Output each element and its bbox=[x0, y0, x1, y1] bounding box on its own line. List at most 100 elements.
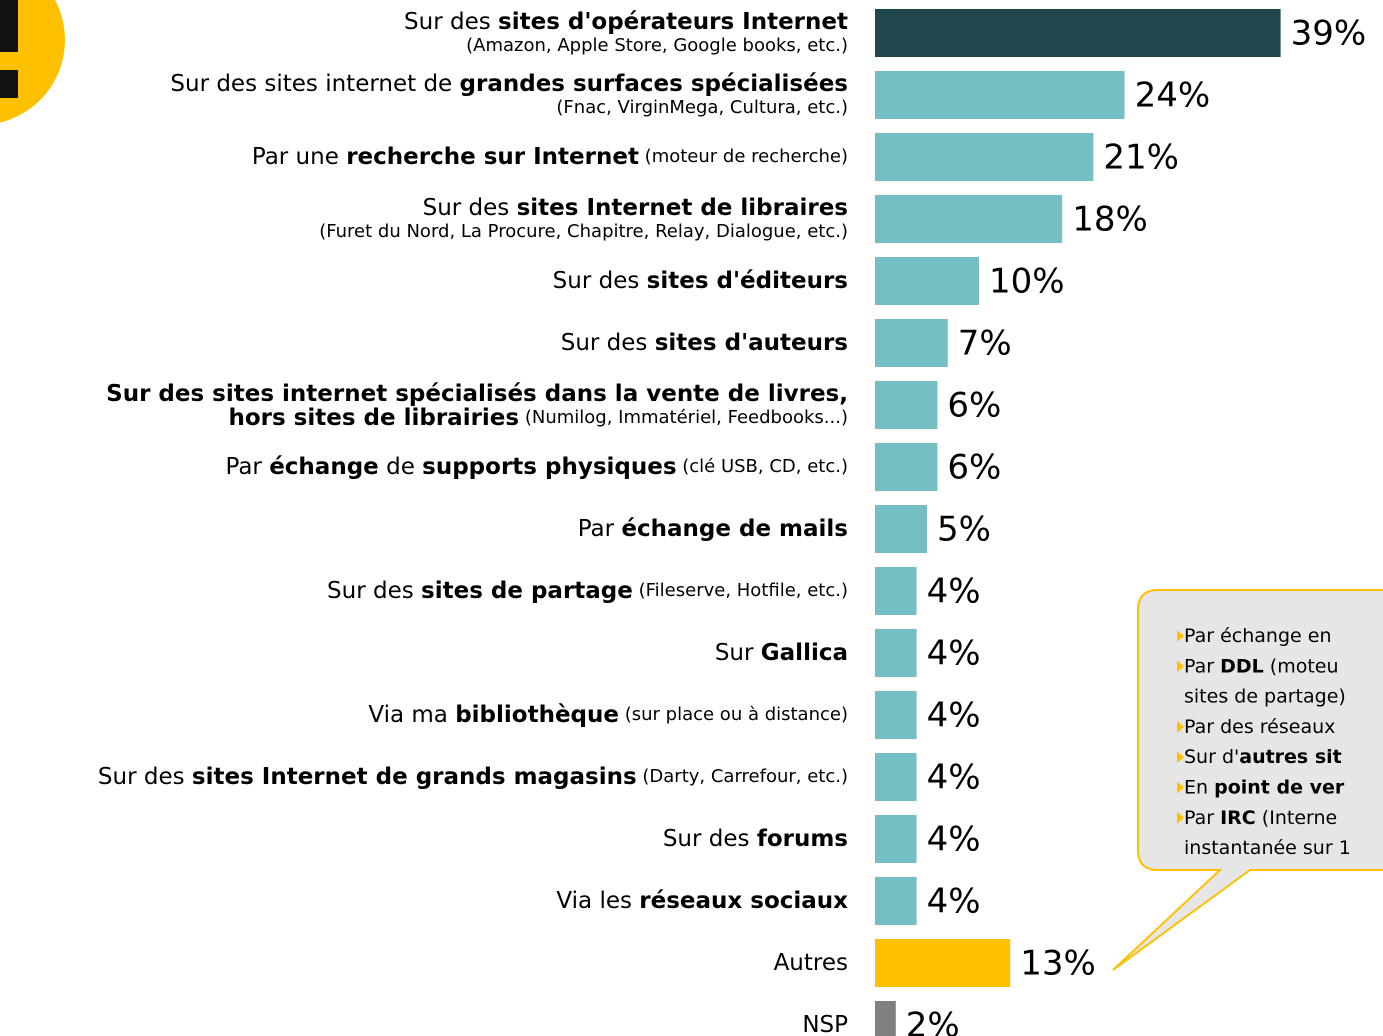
callout-run: (moteu bbox=[1264, 655, 1339, 677]
label-run: bibliothèque bbox=[455, 702, 619, 728]
value-label: 7% bbox=[958, 324, 1012, 364]
bar bbox=[875, 939, 1011, 987]
bullet bbox=[1177, 811, 1184, 824]
value-label: 39% bbox=[1291, 14, 1367, 54]
bar bbox=[875, 133, 1094, 181]
value-label: 4% bbox=[927, 634, 981, 674]
label-run: Sur des sites internet de bbox=[170, 71, 459, 97]
label-run: Par bbox=[578, 516, 622, 542]
category-label: Sur des sites d'éditeurs bbox=[553, 268, 848, 294]
bullet bbox=[1177, 720, 1184, 733]
value-label: 5% bbox=[937, 510, 991, 550]
bar bbox=[875, 629, 917, 677]
callout-line: Par IRC (Interne bbox=[1184, 806, 1337, 828]
category-label: Via les réseaux sociaux bbox=[556, 888, 848, 914]
label-run: sites Internet de libraires bbox=[517, 195, 848, 221]
bar bbox=[875, 1001, 896, 1036]
value-label: 18% bbox=[1072, 200, 1148, 240]
label-run: Sur des bbox=[663, 826, 757, 852]
label-run: NSP bbox=[802, 1012, 848, 1036]
callout-run: Par des réseaux bbox=[1184, 715, 1335, 737]
label-run: Autres bbox=[774, 950, 848, 976]
callout: Par échange en Par DDL (moteu sites de par… bbox=[1112, 589, 1383, 971]
label-run: échange bbox=[269, 454, 379, 480]
label-run: Sur des bbox=[423, 195, 517, 221]
value-label: 21% bbox=[1103, 138, 1179, 178]
label-run: (Amazon, Apple Store, Google books, etc.… bbox=[466, 35, 848, 56]
callout-run: point de ver bbox=[1214, 776, 1345, 798]
callout-run: Sur d' bbox=[1184, 746, 1239, 768]
category-label: Sur des sites d'opérateurs Internet bbox=[404, 9, 848, 35]
value-label: 4% bbox=[927, 882, 981, 922]
bullet bbox=[1177, 660, 1184, 673]
value-label: 4% bbox=[927, 820, 981, 860]
category-label: Sur des sites Internet de grands magasin… bbox=[98, 764, 848, 790]
category-label: Sur Gallica bbox=[715, 640, 848, 666]
label-run: Par bbox=[226, 454, 270, 480]
callout-run: Par bbox=[1184, 806, 1220, 828]
label-run: Sur des bbox=[553, 268, 647, 294]
callout-line: Par DDL (moteu bbox=[1184, 655, 1339, 677]
label-run: Sur bbox=[715, 640, 761, 666]
label-run: Sur des bbox=[327, 578, 421, 604]
callout-run: Par bbox=[1184, 655, 1220, 677]
category-label: Par une recherche sur Internet (moteur d… bbox=[252, 144, 848, 170]
value-label: 2% bbox=[906, 1006, 960, 1036]
bar bbox=[875, 567, 917, 615]
category-label: Sur des sites internet spécialisés dans … bbox=[106, 381, 848, 407]
logo bbox=[0, 0, 65, 123]
category-label: Sur des sites d'auteurs bbox=[561, 330, 848, 356]
category-label: Autres bbox=[774, 950, 848, 976]
label-run: (Fileserve, Hotfile, etc.) bbox=[633, 580, 848, 601]
bar bbox=[875, 381, 938, 429]
label-run: (Furet du Nord, La Procure, Chapitre, Re… bbox=[319, 221, 848, 242]
value-label: 24% bbox=[1135, 76, 1211, 116]
label-run: Via les bbox=[556, 888, 639, 914]
callout-line: Sur d'autres sit bbox=[1184, 746, 1342, 768]
label-run: (Numilog, Immatériel, Feedbooks...) bbox=[519, 407, 848, 428]
callout-run: Par échange en bbox=[1184, 625, 1331, 647]
label-run: Sur des bbox=[561, 330, 655, 356]
label-run: Via ma bbox=[368, 702, 455, 728]
label-run: échange de mails bbox=[621, 516, 848, 542]
callout-run: sites de partage) bbox=[1184, 685, 1346, 707]
callout-box bbox=[1112, 589, 1383, 971]
bullet bbox=[1177, 781, 1184, 794]
label-run: (sur place ou à distance) bbox=[619, 704, 848, 725]
logo-glyph bbox=[0, 0, 18, 52]
bar bbox=[875, 815, 917, 863]
label-run: (Fnac, VirginMega, Cultura, etc.) bbox=[556, 97, 848, 118]
value-label: 4% bbox=[927, 696, 981, 736]
value-label: 13% bbox=[1020, 944, 1096, 984]
category-label: Sur des sites de partage (Fileserve, Hot… bbox=[327, 578, 848, 604]
category-label: Sur des sites internet de grandes surfac… bbox=[170, 71, 848, 97]
callout-line: Par des réseaux bbox=[1184, 715, 1335, 737]
category-label: (Amazon, Apple Store, Google books, etc.… bbox=[466, 35, 848, 56]
callout-line: En point de ver bbox=[1184, 776, 1345, 798]
label-run: supports physiques bbox=[422, 454, 676, 480]
label-run: sites d'éditeurs bbox=[647, 268, 848, 294]
label-run: grandes surfaces spécialisées bbox=[460, 71, 848, 97]
callout-line: instantanée sur 1 bbox=[1184, 837, 1351, 859]
value-label: 6% bbox=[947, 448, 1001, 488]
bar bbox=[875, 443, 938, 491]
bar bbox=[875, 9, 1281, 57]
bar bbox=[875, 257, 979, 305]
callout-line: sites de partage) bbox=[1184, 685, 1346, 707]
label-run: sites de partage bbox=[421, 578, 633, 604]
callout-line: Par échange en bbox=[1184, 625, 1331, 647]
label-run: hors sites de librairies bbox=[228, 405, 519, 431]
category-label: hors sites de librairies (Numilog, Immat… bbox=[228, 405, 848, 431]
label-run: sites Internet de grands magasins bbox=[192, 764, 637, 790]
label-run: réseaux sociaux bbox=[639, 888, 848, 914]
bar bbox=[875, 691, 917, 739]
category-label: Via ma bibliothèque (sur place ou à dist… bbox=[368, 702, 848, 728]
value-label: 4% bbox=[927, 572, 981, 612]
label-run: Sur des bbox=[404, 9, 498, 35]
callout-run: DDL bbox=[1220, 655, 1264, 677]
callout-run: instantanée sur 1 bbox=[1184, 837, 1351, 859]
category-label: (Furet du Nord, La Procure, Chapitre, Re… bbox=[319, 221, 848, 242]
value-label: 4% bbox=[927, 758, 981, 798]
bar bbox=[875, 753, 917, 801]
category-label: Par échange de mails bbox=[578, 516, 848, 542]
